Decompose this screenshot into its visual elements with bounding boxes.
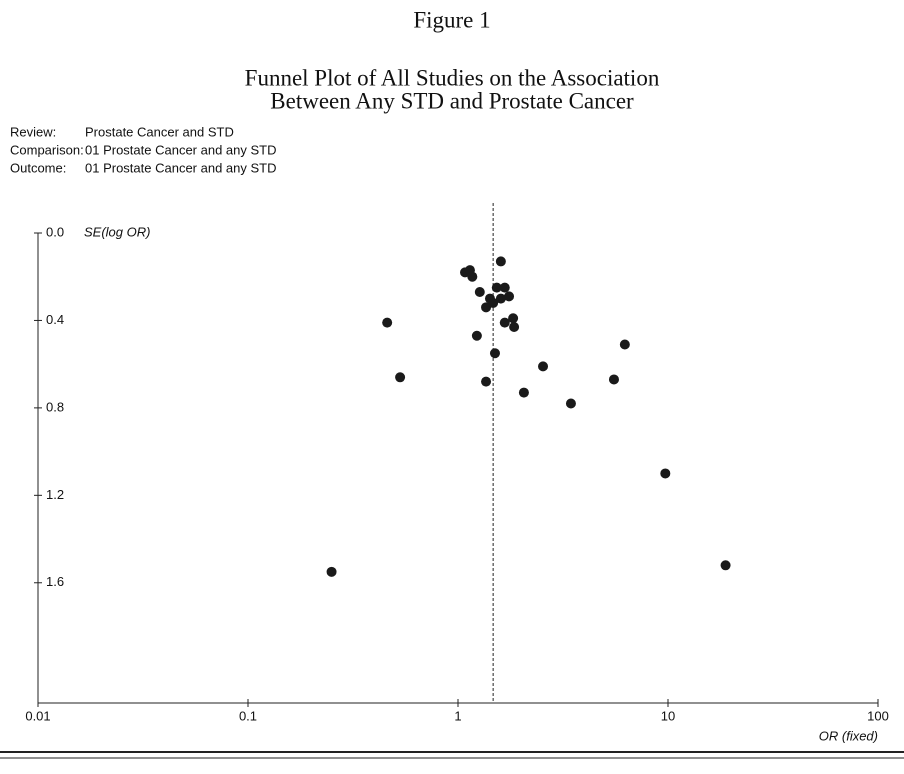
point xyxy=(518,387,529,398)
point xyxy=(488,297,499,308)
y-tick-label: 0.4 xyxy=(46,312,64,327)
x-tick-label: 1 xyxy=(454,708,461,723)
point xyxy=(395,372,406,383)
figure-label: Figure 1 xyxy=(413,7,490,32)
y-tick-label: 0.8 xyxy=(46,399,64,414)
y-tick-label: 1.2 xyxy=(46,487,64,502)
point xyxy=(491,282,502,293)
point xyxy=(720,560,731,571)
point xyxy=(471,330,482,341)
point xyxy=(504,291,515,302)
point xyxy=(538,361,549,372)
point xyxy=(495,293,506,304)
x-tick-label: 0.01 xyxy=(25,708,50,723)
point xyxy=(495,256,506,267)
point xyxy=(499,317,510,328)
x-tick-label: 100 xyxy=(867,708,889,723)
info-label: Review: xyxy=(10,124,56,139)
point xyxy=(326,566,337,577)
point xyxy=(489,348,500,359)
point xyxy=(565,398,576,409)
x-tick-label: 10 xyxy=(661,708,675,723)
chart-title: Funnel Plot of All Studies on the Associ… xyxy=(245,65,660,90)
info-value: 01 Prostate Cancer and any STD xyxy=(85,160,277,175)
info-label: Outcome: xyxy=(10,160,66,175)
point xyxy=(467,271,478,282)
point xyxy=(481,376,492,387)
y-tick-label: 0.0 xyxy=(46,224,64,239)
x-tick-label: 0.1 xyxy=(239,708,257,723)
x-axis-label: OR (fixed) xyxy=(819,728,878,743)
point xyxy=(474,287,485,298)
info-label: Comparison: xyxy=(10,142,84,157)
point xyxy=(499,282,510,293)
point xyxy=(508,313,519,324)
point xyxy=(382,317,393,328)
y-axis-label: SE(log OR) xyxy=(84,224,150,239)
info-value: Prostate Cancer and STD xyxy=(85,124,234,139)
chart-title: Between Any STD and Prostate Cancer xyxy=(270,88,634,113)
point xyxy=(619,339,630,350)
info-value: 01 Prostate Cancer and any STD xyxy=(85,142,277,157)
point xyxy=(608,374,619,385)
point xyxy=(509,322,520,332)
y-tick-label: 1.6 xyxy=(46,574,64,589)
point xyxy=(660,468,671,479)
